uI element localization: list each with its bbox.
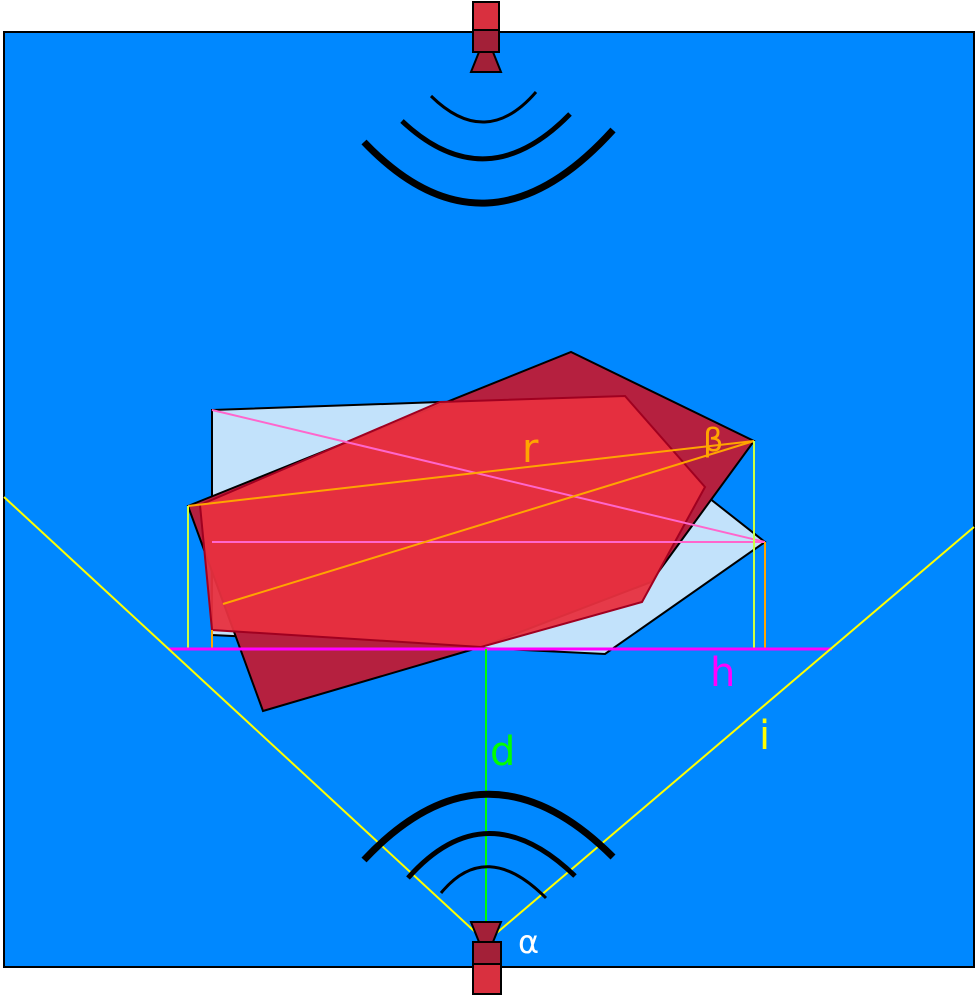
bottom-transducer-icon <box>469 921 503 995</box>
bottom-sound-wave-icon <box>361 790 616 900</box>
r-lines <box>187 440 755 605</box>
top-transducer-icon <box>469 1 503 73</box>
i-beam-lines <box>3 496 975 943</box>
beta-label: β <box>703 421 723 459</box>
drop-lines <box>187 441 766 649</box>
i-label: i <box>759 713 770 759</box>
r-label: r <box>522 426 539 472</box>
alpha-label: α <box>518 923 539 961</box>
d-label: d <box>490 729 515 775</box>
top-sound-wave-icon <box>361 91 616 207</box>
overlap-region <box>198 394 707 649</box>
h-label: h <box>710 650 735 696</box>
pink-guides <box>211 409 766 543</box>
